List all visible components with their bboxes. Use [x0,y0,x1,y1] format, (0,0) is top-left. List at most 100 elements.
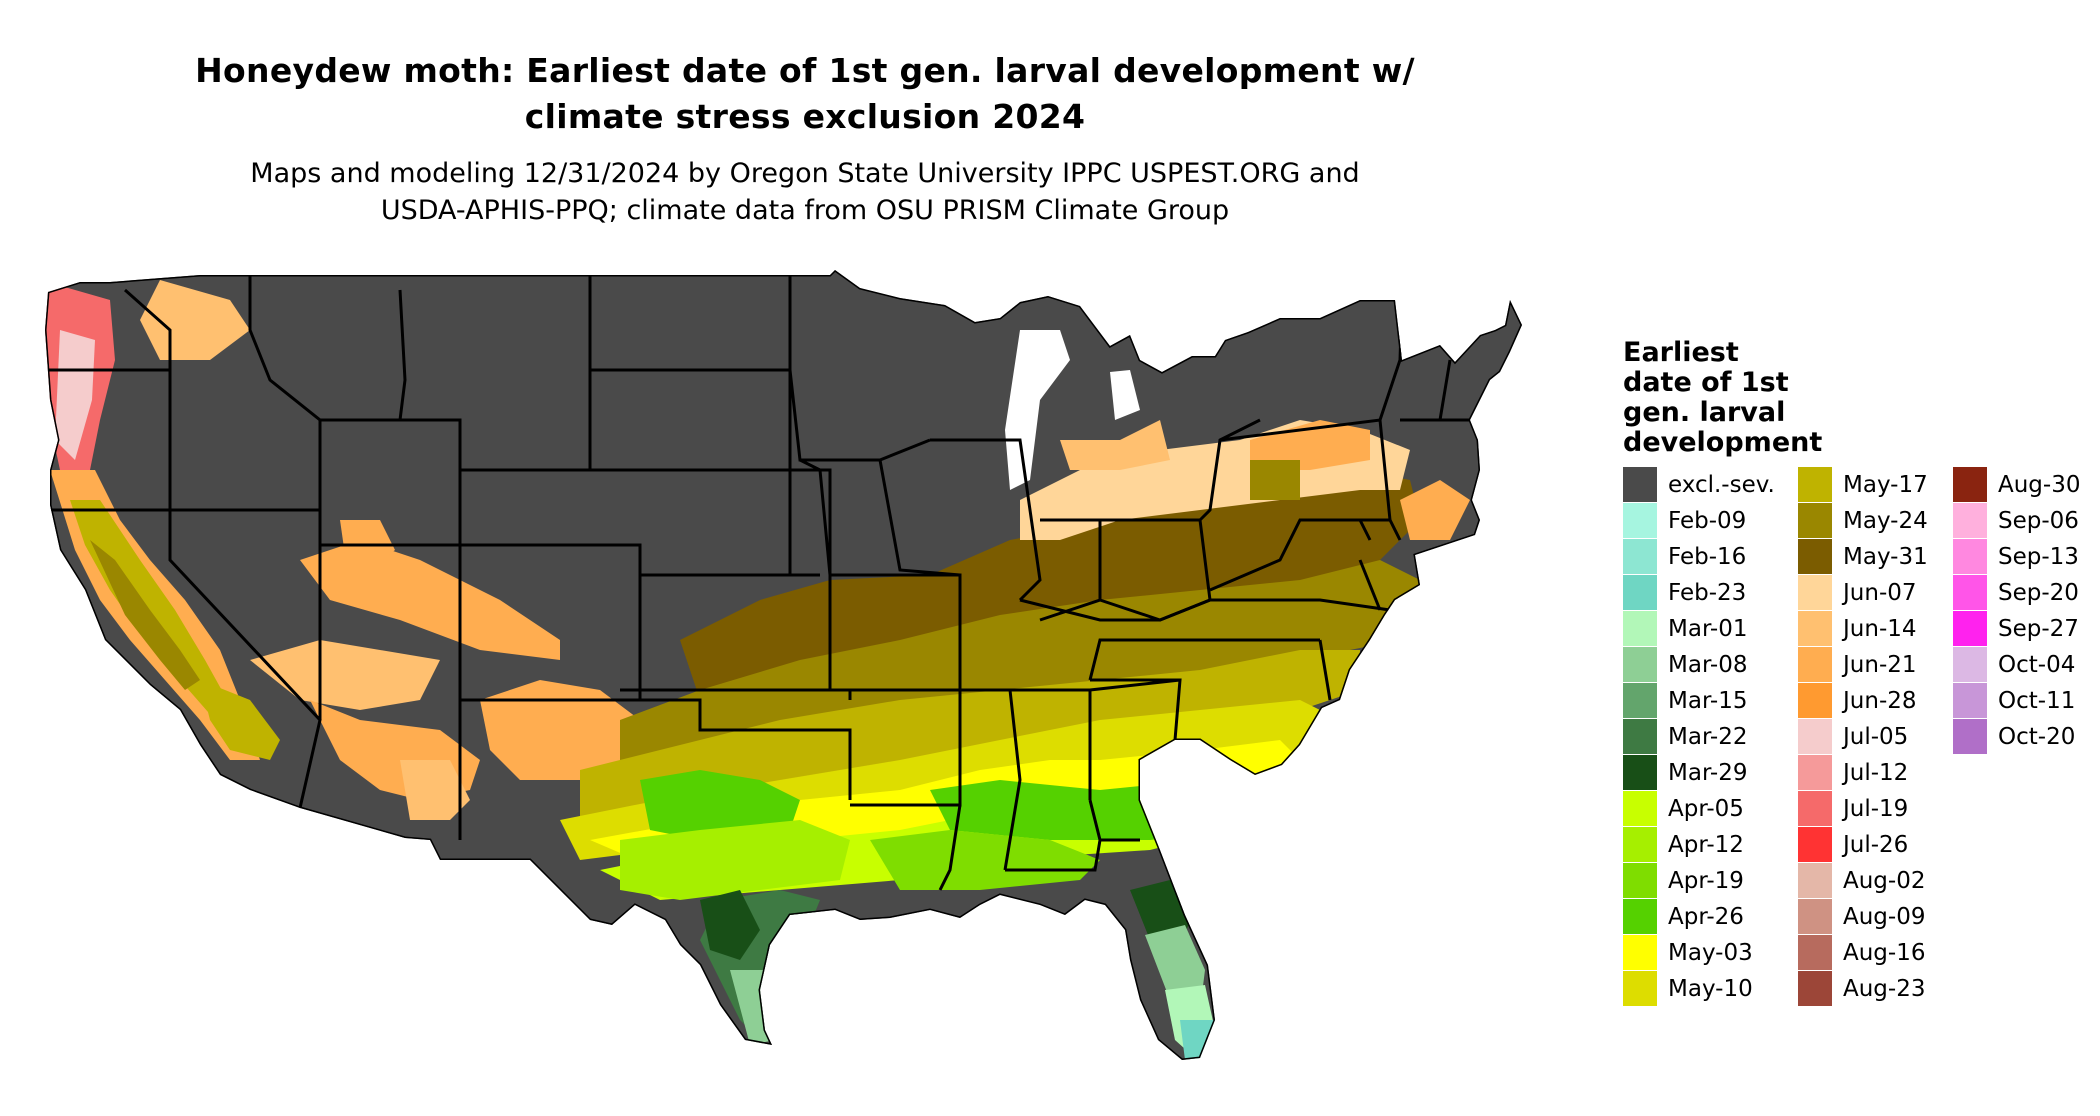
legend-item: Oct-20 [1953,719,2100,755]
legend-item: Jun-07 [1798,575,1958,611]
legend-item: Aug-30 [1953,467,2100,503]
legend-label: Mar-08 [1668,652,1748,678]
legend-label: Aug-02 [1843,868,1926,894]
legend-label: Aug-23 [1843,976,1926,1002]
legend-item: Aug-02 [1798,863,1958,899]
legend-swatch [1623,899,1657,934]
map-title: Honeydew moth: Earliest date of 1st gen.… [195,51,1415,136]
legend-label: Mar-15 [1668,688,1748,714]
legend-label: Jun-14 [1843,616,1917,642]
legend-swatch [1623,863,1657,898]
legend-item: May-10 [1623,971,1783,1007]
legend-swatch [1623,719,1657,754]
legend-item: Aug-16 [1798,935,1958,971]
legend-label: Jul-12 [1843,760,1909,786]
legend-swatch [1798,791,1832,826]
legend-item: Jun-21 [1798,647,1958,683]
legend-item: Sep-27 [1953,611,2100,647]
legend-swatch [1623,971,1657,1006]
legend-item: Jul-19 [1798,791,1958,827]
legend: excl.-sev. Feb-09 Feb-16 Feb-23 Mar-01 Mar-08… [1623,467,2093,1067]
legend-item: Mar-01 [1623,611,1783,647]
legend-item: Aug-23 [1798,971,1958,1007]
legend-swatch [1623,827,1657,862]
legend-swatch [1953,503,1987,538]
legend-swatch [1953,719,1987,754]
legend-label: Apr-26 [1668,904,1744,930]
legend-item: Mar-22 [1623,719,1783,755]
legend-item: Mar-29 [1623,755,1783,791]
legend-swatch [1623,935,1657,970]
legend-item: Jul-12 [1798,755,1958,791]
legend-item: Aug-09 [1798,899,1958,935]
legend-swatch [1798,971,1832,1006]
legend-label: Mar-01 [1668,616,1748,642]
legend-label: Sep-06 [1998,508,2079,534]
legend-label: Jul-19 [1843,796,1909,822]
legend-swatch [1623,683,1657,718]
legend-swatch [1798,719,1832,754]
legend-item: Feb-09 [1623,503,1783,539]
legend-swatch [1798,575,1832,610]
legend-item: Jul-05 [1798,719,1958,755]
legend-swatch [1798,503,1832,538]
legend-item: Sep-13 [1953,539,2100,575]
legend-swatch [1953,647,1987,682]
legend-item: Apr-12 [1623,827,1783,863]
legend-label: Jun-21 [1843,652,1917,678]
legend-item: Apr-19 [1623,863,1783,899]
legend-item: excl.-sev. [1623,467,1783,503]
legend-label: excl.-sev. [1668,472,1775,498]
legend-swatch [1798,935,1832,970]
legend-swatch [1953,683,1987,718]
legend-label: Aug-09 [1843,904,1926,930]
legend-swatch [1623,467,1657,502]
legend-swatch [1623,611,1657,646]
legend-swatch [1623,503,1657,538]
legend-label: Apr-12 [1668,832,1744,858]
legend-label: Aug-16 [1843,940,1926,966]
legend-label: Feb-09 [1668,508,1747,534]
legend-swatch [1798,647,1832,682]
legend-item: May-17 [1798,467,1958,503]
legend-title: Earliest date of 1st gen. larval develop… [1623,337,1823,458]
legend-swatch [1798,827,1832,862]
legend-swatch [1798,467,1832,502]
legend-item: May-03 [1623,935,1783,971]
legend-swatch [1798,899,1832,934]
legend-label: May-03 [1668,940,1753,966]
legend-item: Oct-11 [1953,683,2100,719]
legend-item: Oct-04 [1953,647,2100,683]
legend-swatch [1623,755,1657,790]
legend-label: May-24 [1843,508,1928,534]
legend-swatch [1953,575,1987,610]
legend-swatch [1798,611,1832,646]
legend-swatch [1798,683,1832,718]
legend-label: Oct-04 [1998,652,2076,678]
legend-label: May-31 [1843,544,1928,570]
legend-label: Jun-28 [1843,688,1917,714]
legend-item: Jun-14 [1798,611,1958,647]
legend-swatch [1798,539,1832,574]
map-subtitle: Maps and modeling 12/31/2024 by Oregon S… [250,158,1360,226]
legend-swatch [1953,539,1987,574]
legend-label: Feb-16 [1668,544,1747,570]
legend-label: Apr-19 [1668,868,1744,894]
legend-label: Jul-26 [1843,832,1909,858]
legend-swatch [1953,467,1987,502]
legend-label: Apr-05 [1668,796,1744,822]
legend-item: Mar-08 [1623,647,1783,683]
legend-item: Apr-05 [1623,791,1783,827]
legend-item: May-24 [1798,503,1958,539]
legend-label: Aug-30 [1998,472,2081,498]
legend-label: May-17 [1843,472,1928,498]
legend-label: Feb-23 [1668,580,1747,606]
legend-item: Mar-15 [1623,683,1783,719]
legend-item: Sep-06 [1953,503,2100,539]
legend-swatch [1798,863,1832,898]
legend-label: Mar-22 [1668,724,1748,750]
legend-label: Sep-13 [1998,544,2079,570]
legend-swatch [1623,647,1657,682]
legend-label: Jun-07 [1843,580,1917,606]
